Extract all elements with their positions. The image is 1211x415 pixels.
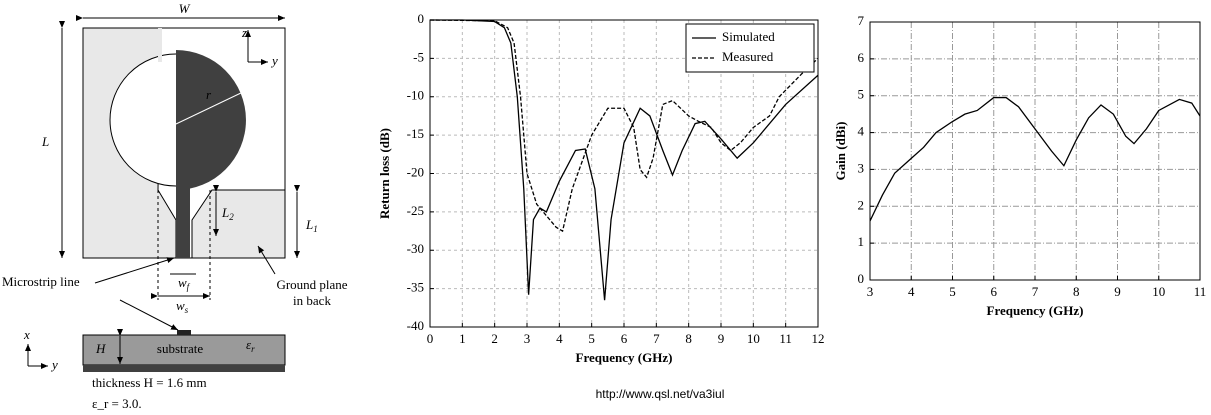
plot-frame [429,19,819,328]
x-tick-label: 1 [459,331,466,346]
x-tick-label: 5 [949,284,956,299]
label: wf [178,275,191,292]
series-line [430,19,819,301]
y-tick-label: 0 [418,11,425,26]
pointer [119,299,179,331]
label: r [206,87,212,102]
y-tick-label: -10 [407,88,424,103]
x-tick-label: 3 [524,331,531,346]
x-tick-label: 12 [812,331,825,346]
x-tick-label: 5 [588,331,595,346]
x-tick-label: 9 [1114,284,1121,299]
y-tick-label: 1 [858,234,865,249]
y-tick-label: 4 [858,124,865,139]
x-axis-label: Frequency (GHz) [987,303,1084,318]
label: z [241,25,247,40]
x-tick-label: 7 [653,331,660,346]
x-tick-label: 8 [685,331,692,346]
label: H [95,341,106,356]
y-tick-label: 7 [858,13,865,28]
label: substrate [157,341,203,356]
label: ws [176,298,189,315]
y-tick-label: -25 [407,203,424,218]
label: in back [293,293,331,308]
radius-line [175,91,244,125]
label: W [179,1,191,16]
label: Microstrip line [2,274,80,289]
x-tick-label: 6 [621,331,628,346]
y-tick-label: 2 [858,197,865,212]
note: thickness H = 1.6 mm [92,375,207,390]
pointer [257,245,276,275]
x-tick-label: 11 [779,331,792,346]
x-tick-label: 3 [867,284,874,299]
x-tick-label: 10 [747,331,760,346]
y-tick-label: -20 [407,164,424,179]
substrate [82,334,286,366]
x-tick-label: 4 [556,331,563,346]
y-tick-label: -40 [407,318,424,333]
patch [176,50,246,190]
y-tick-label: -30 [407,241,424,256]
plot-frame [869,21,1201,281]
legend-box [685,23,815,73]
y-tick-label: 5 [858,87,865,102]
notch [158,28,162,62]
x-tick-label: 4 [908,284,915,299]
label: y [270,53,278,68]
strip [177,330,191,335]
antenna-diagram: W L L1 L2 r wf ws Microstrip line Ground… [2,1,348,411]
y-tick-label: -15 [407,126,424,141]
x-tick-label: 8 [1073,284,1080,299]
footer: http://www.qsl.net/va3iul [596,387,725,401]
y-axis-label: Return loss (dB) [377,128,392,219]
x-tick-label: 11 [1194,284,1207,299]
feed-line [176,120,190,258]
legend-label: Measured [722,49,774,64]
x-tick-label: 2 [491,331,498,346]
label: εr [246,337,255,354]
y-tick-label: -35 [407,280,424,295]
y-tick-label: 6 [858,50,865,65]
y-axis-label: Gain (dBi) [833,122,848,181]
x-tick-label: 0 [427,331,434,346]
series-line [869,96,1201,222]
label: x [23,327,30,342]
note: ε_r = 3.0. [92,396,142,411]
label: L1 [305,217,318,234]
pointer [94,257,175,284]
label: L2 [221,205,234,222]
x-tick-label: 7 [1032,284,1039,299]
label: L [41,134,49,149]
label: y [50,357,58,372]
label: Ground plane [276,277,347,292]
x-tick-label: 10 [1152,284,1165,299]
x-tick-label: 9 [718,331,725,346]
y-tick-label: 3 [858,160,865,175]
x-tick-label: 6 [991,284,998,299]
x-axis-label: Frequency (GHz) [576,350,673,365]
ground-layer [83,365,285,372]
y-tick-label: 0 [858,271,865,286]
y-tick-label: -5 [413,49,424,64]
legend-label: Simulated [722,29,775,44]
